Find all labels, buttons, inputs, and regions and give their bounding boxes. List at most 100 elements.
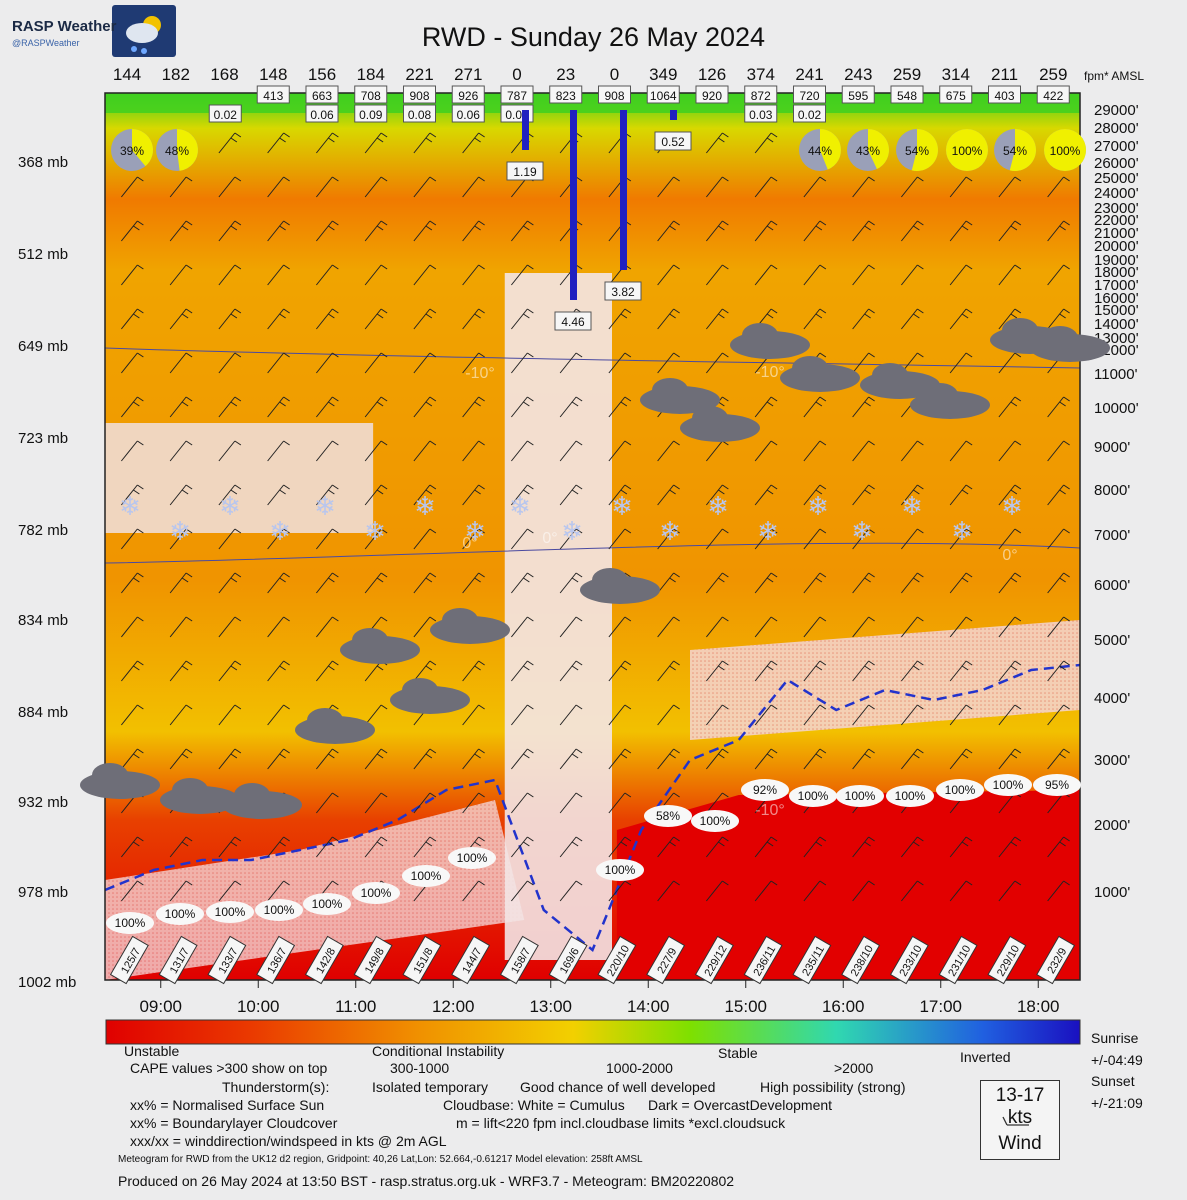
wind-barb xyxy=(218,132,242,154)
sun-pct-label: 100% xyxy=(1050,144,1081,158)
wind-barb xyxy=(169,264,193,286)
wind-barb xyxy=(705,792,729,814)
wind-barb xyxy=(559,396,583,418)
wind-barb xyxy=(705,880,729,902)
cloudbase-value: 823 xyxy=(556,89,576,103)
wind-barb xyxy=(413,176,437,198)
wind-barb xyxy=(218,440,242,462)
wind-barb xyxy=(413,572,437,594)
x-tick-label: 17:00 xyxy=(919,997,962,1016)
wind-barb xyxy=(364,748,388,770)
wind-barb xyxy=(1047,308,1070,330)
wind-barb xyxy=(364,220,388,242)
wind-barb xyxy=(1047,880,1070,902)
altitude-label: 21000' xyxy=(1094,225,1139,242)
snowflake-icon: ❄ xyxy=(169,516,191,546)
cloudbase-box: 720 xyxy=(793,85,826,104)
wind-barb xyxy=(608,836,632,858)
isotherm-label: -10° xyxy=(755,364,785,381)
cloudbase-value: 675 xyxy=(946,89,966,103)
x-tick-label: 18:00 xyxy=(1017,997,1060,1016)
sun-pie: 54% xyxy=(896,129,939,171)
wind-barb xyxy=(998,308,1022,330)
wind-barb xyxy=(754,528,778,550)
wind-barb xyxy=(900,880,924,902)
altitude-label: 29000' xyxy=(1094,102,1139,119)
wind-barb xyxy=(462,572,485,594)
wind-barb xyxy=(852,308,875,330)
bl-cloud-value: 100% xyxy=(457,851,488,865)
wind-barb xyxy=(754,440,778,462)
isotherm-label: 0° xyxy=(1002,547,1017,564)
cloudbase-box: 595 xyxy=(841,85,875,104)
stable-dotted-region-left xyxy=(105,800,525,980)
pressure-level-label: 512 mb xyxy=(18,246,68,263)
isotherm-label: -10° xyxy=(755,802,785,819)
wind-barb xyxy=(364,572,388,594)
cloudbase-box: 663 xyxy=(305,85,339,104)
wind-barb xyxy=(852,616,875,638)
wind-barb xyxy=(559,528,583,550)
overcast-cloud-icon xyxy=(640,378,720,414)
wind-barb xyxy=(608,748,632,770)
bl-cloud-pct: 95% xyxy=(1033,774,1081,796)
wind-barb xyxy=(559,484,583,506)
sun-pct-label: 100% xyxy=(952,144,983,158)
bl-cloud-value: 100% xyxy=(945,783,976,797)
cape-small-value: 0.02 xyxy=(214,108,238,122)
wind-barb xyxy=(949,836,973,858)
wind-barb xyxy=(510,792,534,814)
wind-barb xyxy=(413,836,437,858)
wind-barb xyxy=(218,528,242,550)
snowflake-icon: ❄ xyxy=(269,516,291,546)
wind-barb xyxy=(998,704,1022,726)
wind-barb xyxy=(900,308,924,330)
wind-barb xyxy=(705,352,729,374)
sun-pct-label: 43% xyxy=(856,144,880,158)
wind-barb xyxy=(169,308,193,330)
wind-key-speed: 13-17 kts xyxy=(995,1085,1045,1128)
brand-name: RASP Weather xyxy=(12,18,117,35)
wind-barb xyxy=(315,572,339,594)
wind-barb xyxy=(413,220,437,242)
wind-barb xyxy=(608,880,632,902)
altitude-label: 15000' xyxy=(1094,302,1139,319)
cape-small-box: 0.08 xyxy=(403,104,436,123)
sunset-label: Sunset xyxy=(1091,1073,1135,1089)
overcast-cloud-icon xyxy=(860,363,940,399)
cape-bar-value: 3.82 xyxy=(611,285,635,299)
bl-cloud-pct: 100% xyxy=(448,847,496,869)
wind-barb xyxy=(364,440,388,462)
wind-barb xyxy=(998,836,1022,858)
wind-barb xyxy=(559,836,583,858)
snowflake-icon: ❄ xyxy=(219,491,241,521)
fpm-value: 168 xyxy=(210,65,238,84)
wind-barb xyxy=(218,660,242,682)
wind-barb xyxy=(949,264,973,286)
cape-bar-label: 3.82 xyxy=(604,281,642,301)
overcast-cloud-icon xyxy=(80,763,160,799)
wind-barb xyxy=(510,440,534,462)
wind-barb xyxy=(218,880,242,902)
wind-key: 13-17 kts Wind xyxy=(980,1080,1060,1160)
cloudbase-value: 708 xyxy=(361,89,381,103)
wind-barb xyxy=(705,132,729,154)
wind-barb xyxy=(120,660,144,682)
wind-barb xyxy=(462,792,485,814)
wind-barb xyxy=(803,528,827,550)
wind-barb xyxy=(1047,616,1070,638)
bl-cloud-pct: 100% xyxy=(596,859,644,881)
fpm-value: 0 xyxy=(512,65,521,84)
legend-cape-v2: 1000-2000 xyxy=(606,1060,673,1076)
wind-barb xyxy=(949,572,973,594)
wind-barb xyxy=(803,880,827,902)
wind-barb xyxy=(998,880,1022,902)
altitude-label: 26000' xyxy=(1094,155,1139,172)
pressure-level-label: 649 mb xyxy=(18,338,68,355)
stable-top-band xyxy=(105,93,1080,113)
cloudbase-box: 403 xyxy=(988,85,1021,104)
cloudbase-box: 708 xyxy=(354,85,388,104)
wind-barb xyxy=(998,176,1022,198)
wind-barb xyxy=(900,704,924,726)
